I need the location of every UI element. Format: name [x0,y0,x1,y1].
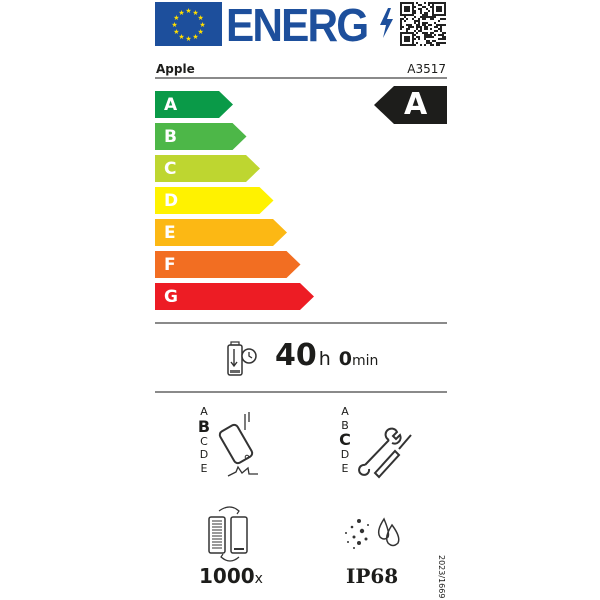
hours-unit: h [318,348,331,370]
divider [155,322,447,324]
class-letter: C [200,434,208,448]
class-letter: E [341,461,349,475]
class-letter: A [200,405,208,418]
battery-cycles-icon [208,506,248,562]
svg-text:★: ★ [197,14,203,22]
svg-text:★: ★ [197,28,203,36]
svg-text:★: ★ [192,9,198,17]
lightning-icon [380,8,393,38]
battery-endurance-icon [227,341,257,376]
svg-text:★: ★ [199,21,205,29]
class-letter: B [197,416,211,436]
energy-class-letter: G [164,287,178,307]
battery-cycles-value: 1000 [199,564,255,588]
eu-flag-logo: ★ ★ ★ ★ ★ ★ ★ ★ ★ ★ ★ ★ [155,2,222,46]
svg-text:★: ★ [178,9,184,17]
svg-text:★: ★ [185,35,191,43]
energy-class-letter: B [164,127,177,147]
energy-logo: ENERG [226,0,369,51]
qr-code[interactable] [400,2,446,46]
class-letter: A [341,405,349,418]
dust-water-icon [345,517,400,549]
svg-text:★: ★ [173,14,179,22]
svg-text:★: ★ [171,21,177,29]
energy-class-letter: E [164,223,176,243]
class-letter: D [340,448,350,461]
energy-class-letter: C [164,159,177,179]
class-letter: E [200,461,208,475]
battery-cycles-unit: x [254,571,263,587]
class-letter: B [341,418,349,432]
hours-value: 40 [275,338,317,373]
energy-class-letter: F [164,255,176,275]
class-letter: D [199,448,209,461]
minutes-value: 0 [338,348,353,370]
energy-class-rating: A [374,86,447,124]
energy-class-letter: D [164,191,179,211]
svg-text:★: ★ [173,28,179,36]
divider [155,77,447,79]
falling-phone-icon [218,412,258,477]
supplier-name: Apple [156,62,195,76]
divider [155,391,447,393]
wrench-screwdriver-icon [358,427,412,479]
battery-endurance: 40 h 0 min [225,338,378,373]
svg-text:★: ★ [178,33,184,41]
energy-class-letter: A [164,95,178,115]
model-identifier: A3517 [407,62,446,76]
regulation-number: 2023/1669 [437,555,446,599]
svg-text:★: ★ [185,7,191,15]
rating-letter: A [404,87,428,122]
svg-text:★: ★ [192,33,198,41]
class-letter: C [339,430,351,449]
minutes-unit: min [352,353,379,369]
ingress-protection-rating: IP68 [346,564,399,588]
battery-cycles: 1000x [199,564,263,588]
